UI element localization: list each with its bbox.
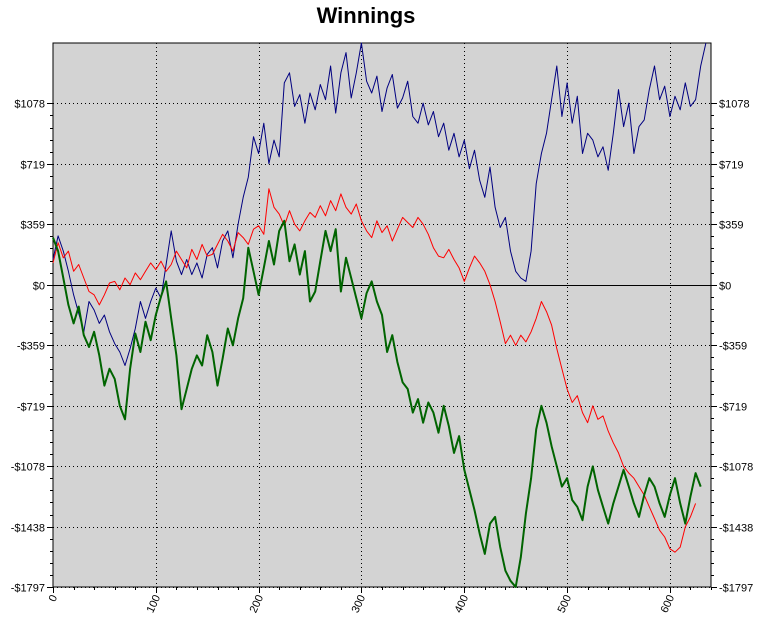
y-tick-label-left: -$1797 [11,583,45,595]
y-tick-label-right: $359 [719,220,743,232]
y-tick-label-right: -$719 [719,402,747,414]
y-tick-label-right: $719 [719,160,743,172]
x-tick-label: 300 [350,593,369,615]
y-tick-label-left: $1078 [14,99,45,111]
x-tick-label: 600 [659,593,678,615]
chart-title: Winnings [317,3,416,28]
y-tick-label-right: $1078 [719,99,750,111]
x-tick-label: 500 [556,593,575,615]
y-tick-label-right: -$359 [719,341,747,353]
y-tick-label-left: -$1078 [11,462,45,474]
x-tick-label: 400 [453,593,472,615]
y-tick-label-right: -$1797 [719,583,753,595]
x-tick-label: 100 [145,593,164,615]
y-tick-label-right: $0 [719,281,731,293]
series-lines [52,42,707,588]
y-tick-label-left: -$719 [17,402,45,414]
y-tick-label-left: -$1438 [11,523,45,535]
series-line-3 [52,219,702,588]
y-tick-label-left: $719 [21,160,45,172]
axis-ticks [47,103,717,593]
x-tick-label: 200 [248,593,267,615]
y-tick-label-left: $0 [33,281,45,293]
y-tick-label-right: -$1438 [719,523,753,535]
series-line-2 [52,188,697,553]
y-tick-label-right: -$1078 [719,462,753,474]
x-tick-label: 0 [47,593,60,604]
y-tick-label-left: -$359 [17,341,45,353]
y-tick-label-left: $359 [21,220,45,232]
